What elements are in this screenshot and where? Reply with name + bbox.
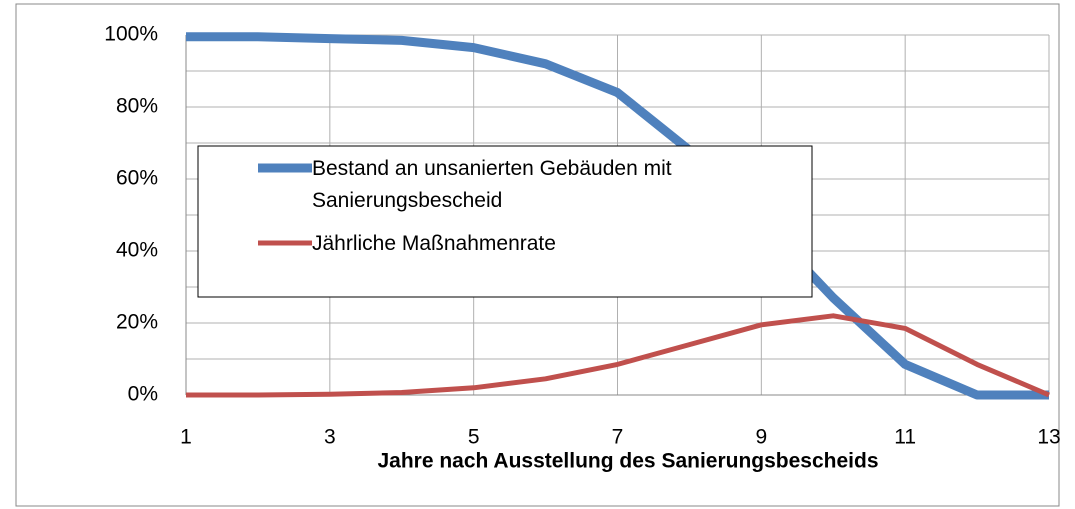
y-tick-label: 40% — [116, 239, 158, 262]
x-tick-label: 9 — [755, 426, 767, 449]
y-tick-label: 20% — [116, 311, 158, 334]
y-tick-label: 0% — [128, 383, 158, 406]
y-tick-label: 100% — [104, 23, 158, 46]
legend-label: Bestand an unsanierten Gebäuden mit Sani… — [312, 157, 672, 212]
x-axis-label: Jahre nach Ausstellung des Sanierungsbes… — [377, 450, 878, 473]
x-tick-label: 7 — [612, 426, 624, 449]
x-tick-label: 13 — [1037, 426, 1060, 449]
x-tick-label: 1 — [180, 426, 192, 449]
x-tick-label: 3 — [324, 426, 336, 449]
y-tick-label: 60% — [116, 167, 158, 190]
y-tick-label: 80% — [116, 95, 158, 118]
x-tick-label: 5 — [468, 426, 480, 449]
legend-label-box: Bestand an unsanierten Gebäuden mit Sani… — [312, 157, 672, 212]
x-tick-label: 11 — [894, 426, 916, 449]
legend-label-box: Jährliche Maßnahmenrate — [312, 232, 556, 255]
line-series — [186, 32, 1049, 400]
legend-label: Jährliche Maßnahmenrate — [312, 232, 556, 255]
line-series — [186, 313, 1050, 398]
legend: Bestand an unsanierten Gebäuden mit Sani… — [197, 145, 813, 298]
